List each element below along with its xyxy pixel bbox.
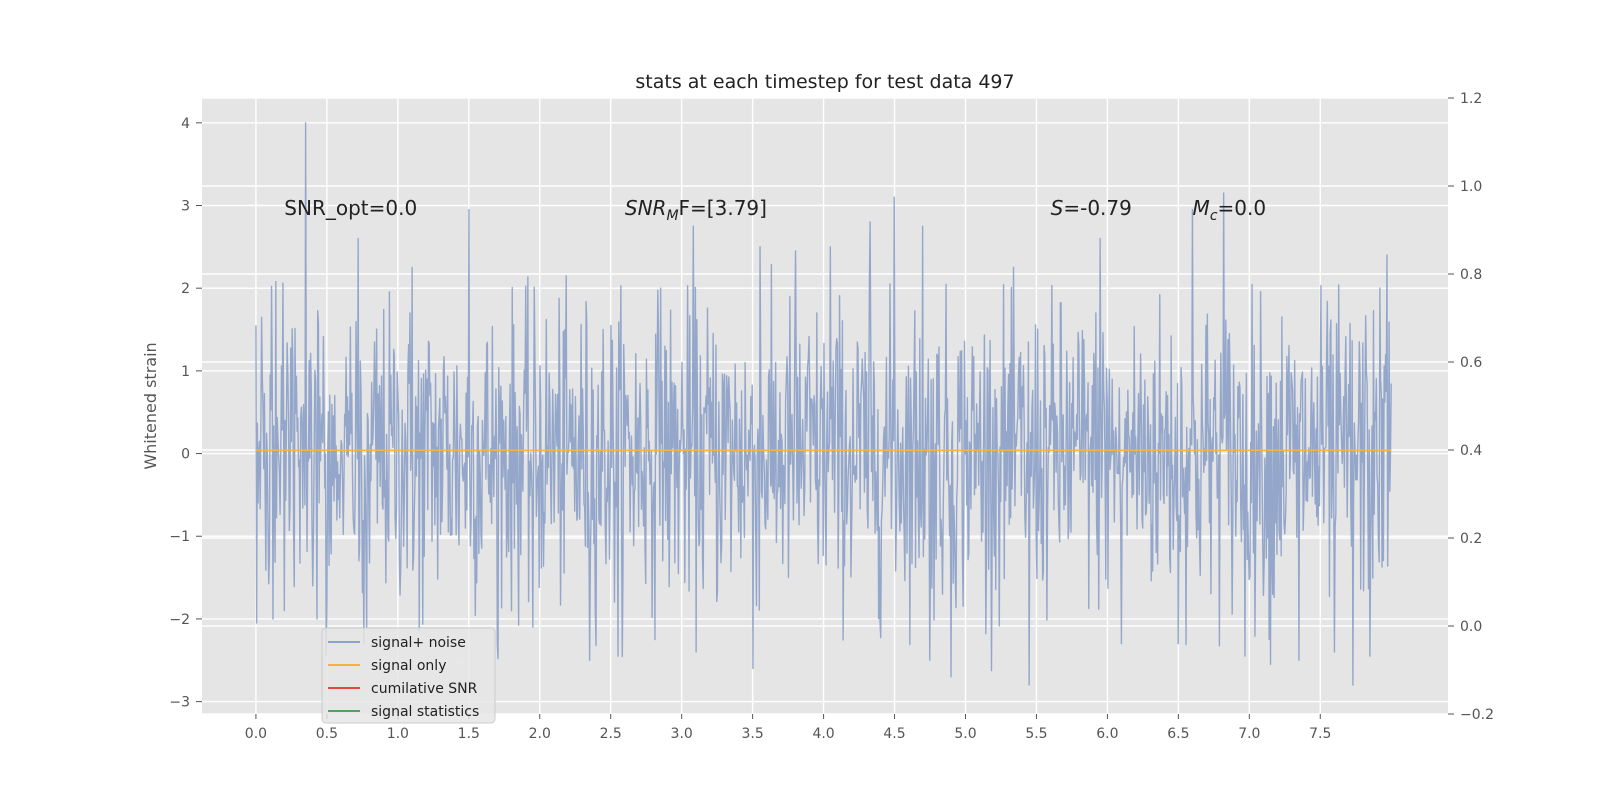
x-tick-label: 4.5 [883, 726, 905, 742]
y2-tick-label: 0.4 [1460, 443, 1482, 459]
x-tick-label: 5.0 [954, 726, 976, 742]
y2-tick-label: 1.0 [1460, 179, 1482, 195]
x-tick-label: 3.0 [671, 726, 693, 742]
legend-box [321, 627, 496, 724]
y-tick-label: 1 [181, 364, 190, 380]
y-tick-label: 4 [181, 116, 190, 132]
annotation-tail: =-0.79 [1063, 196, 1132, 220]
y-tick-label: −3 [169, 695, 190, 711]
x-tick-label: 5.5 [1025, 726, 1047, 742]
legend-label: signal only [371, 658, 446, 674]
y2-tick-label: 0.8 [1460, 267, 1482, 283]
x-tick-label: 0.0 [245, 726, 267, 742]
x-tick-label: 3.5 [741, 726, 763, 742]
x-tick-label: 6.0 [1096, 726, 1118, 742]
annotation-tail: F=[3.79] [679, 196, 767, 220]
x-tick-label: 6.5 [1167, 726, 1189, 742]
legend-label: signal statistics [371, 704, 479, 720]
annotation-s-stat: S=-0.79 [1051, 196, 1132, 220]
y-tick-label: 0 [181, 447, 190, 463]
y-tick-label: 3 [181, 198, 190, 214]
y2-tick-label: 0.6 [1460, 355, 1482, 371]
series-line-signal-noise [255, 122, 1392, 686]
annotation-snr-mf-label: SNRMF=[3.79] [625, 196, 767, 224]
y2-tick-label: 0.2 [1460, 531, 1482, 547]
x-tick-label: 0.5 [316, 726, 338, 742]
x-tick-label: 7.5 [1309, 726, 1331, 742]
y-tick-label: 2 [181, 281, 190, 297]
legend-label: signal+ noise [371, 635, 466, 651]
x-tick-label: 1.0 [387, 726, 409, 742]
axes: 0.0 0.5 1.0 1.5 2.0 2.5 3.0 3.5 4.0 4.5 5.0 5.5 6.0 6… [169, 91, 1494, 742]
y-axis-label: Whitened strain [141, 342, 160, 469]
y2-tick-label: −0.2 [1460, 707, 1494, 723]
y-tick-label: −2 [169, 612, 190, 628]
x-tick-label: 4.0 [812, 726, 834, 742]
annotation-symbol: M [1193, 196, 1210, 220]
x-tick-label: 1.5 [458, 726, 480, 742]
x-tick-label: 2.0 [529, 726, 551, 742]
annotation-subscript: M [666, 208, 678, 224]
series-layer [255, 122, 1392, 686]
annotation-mc-stat: Mc=0.0 [1193, 196, 1267, 224]
annotation-snr-opt: SNR_opt=0.0 [284, 196, 417, 220]
chart-title: stats at each timestep for test data 497 [635, 71, 1014, 93]
legend-label: cumilative SNR [371, 681, 478, 697]
annotation-symbol: SNR [625, 196, 667, 220]
annotation-tail: =0.0 [1218, 196, 1267, 220]
annotations: SNR_opt=0.0 SNRMF=[3.79] S=-0.79 Mc=0.0 [284, 196, 1266, 224]
annotation-symbol: S [1051, 196, 1064, 220]
y2-tick-label: 1.2 [1460, 91, 1482, 107]
y2-tick-label: 0.0 [1460, 619, 1482, 635]
y-tick-label: −1 [169, 529, 190, 545]
x-tick-label: 2.5 [600, 726, 622, 742]
legend: signal+ noise signal only cumilative SNR si… [321, 627, 496, 724]
x-tick-label: 7.0 [1238, 726, 1260, 742]
annotation-subscript: c [1210, 208, 1218, 224]
